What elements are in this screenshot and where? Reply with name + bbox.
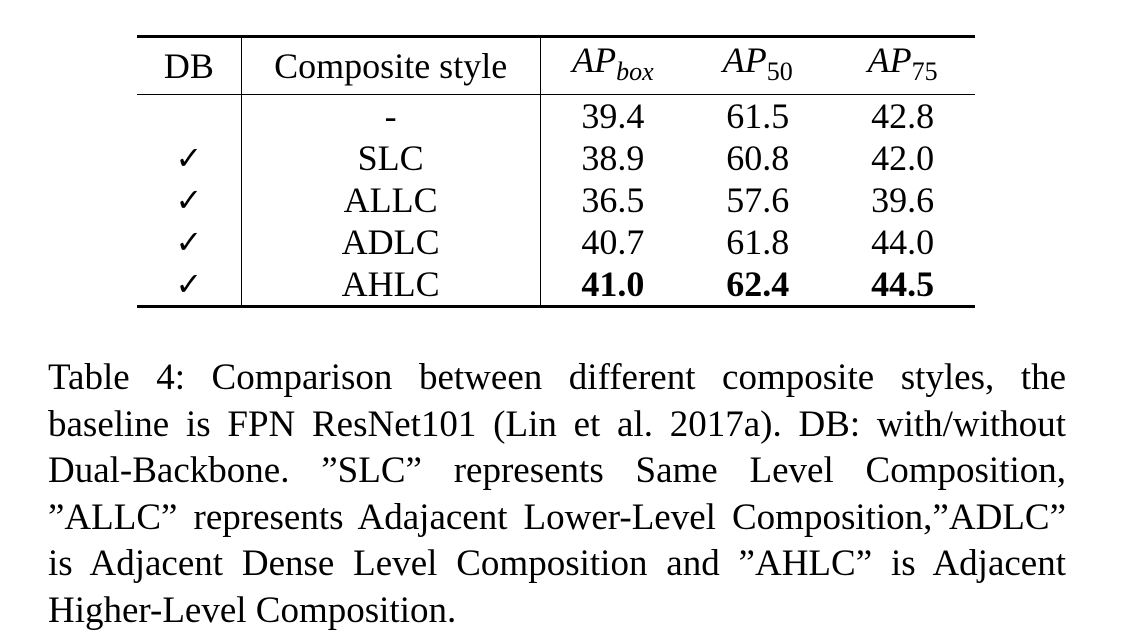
- results-table: DB Composite style APbox AP50 AP75 - 39.…: [137, 35, 975, 308]
- cell-ap75-best: 44.5: [871, 264, 935, 304]
- cell-ap75: 42.0: [871, 138, 935, 178]
- cell-db: ✓: [137, 179, 242, 221]
- cell-style: AHLC: [241, 263, 541, 307]
- table-row-best: ✓ AHLC 41.0 62.4 44.5: [137, 263, 975, 307]
- cell-ap50-best: 62.4: [726, 264, 790, 304]
- cell-db: ✓: [137, 263, 242, 307]
- cell-ap75: 42.8: [871, 96, 935, 136]
- header-ap-box-base: AP: [572, 40, 617, 80]
- table-row: ✓ ADLC 40.7 61.8 44.0: [137, 221, 975, 263]
- header-ap75: AP75: [830, 36, 975, 95]
- cell-ap-box: 38.9: [581, 138, 645, 178]
- header-ap50-base: AP: [722, 40, 767, 80]
- cell-style: ALLC: [241, 179, 541, 221]
- cell-ap50: 61.8: [726, 222, 790, 262]
- header-ap75-sub: 75: [911, 57, 938, 86]
- header-db: DB: [137, 36, 242, 95]
- cell-ap75: 39.6: [871, 180, 935, 220]
- cell-db: ✓: [137, 221, 242, 263]
- cell-ap-box-best: 41.0: [581, 264, 645, 304]
- header-ap-box-sub: box: [616, 57, 654, 86]
- cell-ap50: 61.5: [726, 96, 790, 136]
- cell-db: ✓: [137, 137, 242, 179]
- cell-db: [137, 94, 242, 137]
- cell-ap-box: 40.7: [581, 222, 645, 262]
- cell-style: ADLC: [241, 221, 541, 263]
- header-row: DB Composite style APbox AP50 AP75: [137, 36, 975, 95]
- header-ap-box: APbox: [540, 36, 686, 95]
- results-table-container: DB Composite style APbox AP50 AP75 - 39.…: [137, 35, 975, 308]
- cell-style: SLC: [241, 137, 541, 179]
- cell-ap50: 57.6: [726, 180, 790, 220]
- cell-ap75: 44.0: [871, 222, 935, 262]
- table-caption: Table 4: Comparison between different co…: [48, 357, 1066, 631]
- header-ap50-sub: 50: [766, 57, 793, 86]
- cell-ap-box: 39.4: [581, 96, 645, 136]
- table-row: ✓ ALLC 36.5 57.6 39.6: [137, 179, 975, 221]
- header-ap50: AP50: [685, 36, 831, 95]
- cell-style: -: [241, 94, 541, 137]
- header-ap75-base: AP: [867, 40, 912, 80]
- header-composite-style: Composite style: [241, 36, 541, 95]
- cell-ap50: 60.8: [726, 138, 790, 178]
- table-row: - 39.4 61.5 42.8: [137, 94, 975, 137]
- cell-ap-box: 36.5: [581, 180, 645, 220]
- table-row: ✓ SLC 38.9 60.8 42.0: [137, 137, 975, 179]
